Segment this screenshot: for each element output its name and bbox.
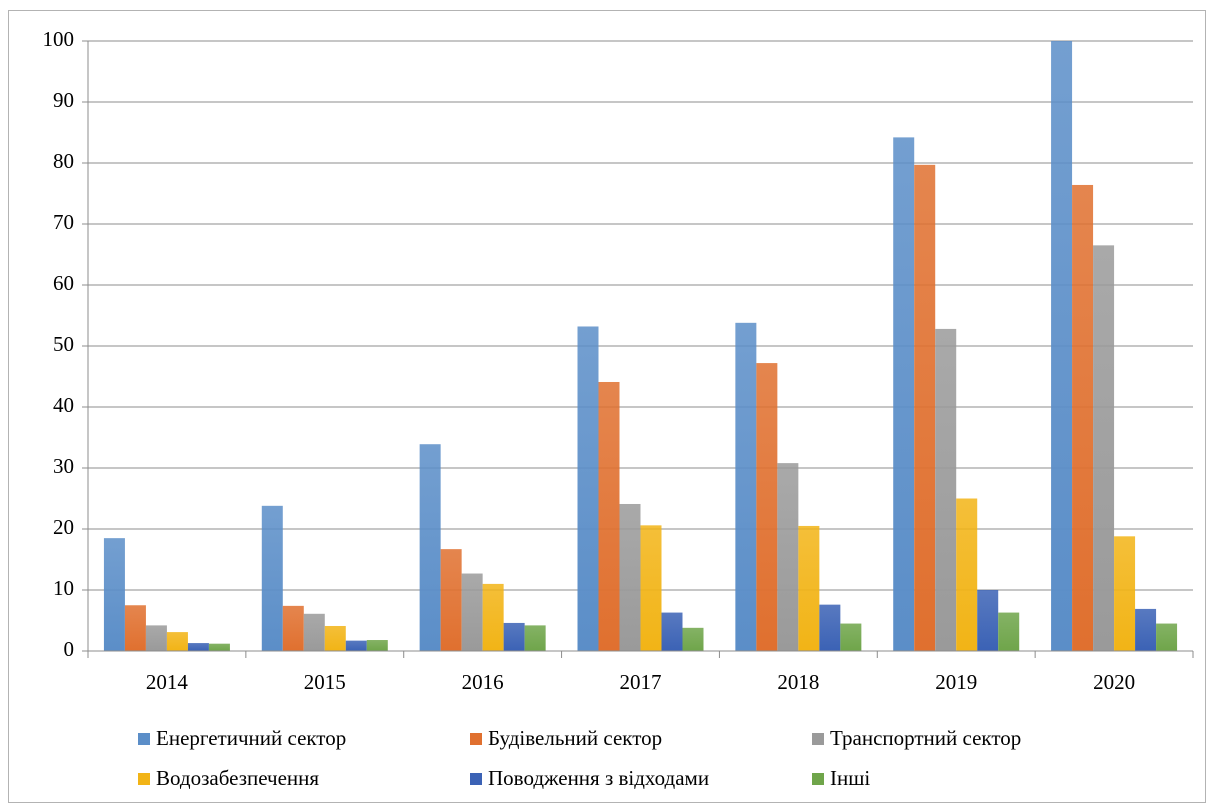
bar-2015-series-5 — [345, 640, 367, 651]
bar-2017-series-3 — [619, 503, 641, 651]
bar-2019-series-2 — [914, 164, 936, 651]
x-tick-label-2017: 2017 — [620, 670, 662, 694]
bar-2017-series-4 — [640, 525, 662, 651]
bar-2019-series-6 — [998, 612, 1020, 651]
bar-2016-series-6 — [524, 625, 546, 651]
y-tick-label-20: 20 — [53, 515, 74, 539]
x-tick-label-2014: 2014 — [146, 670, 189, 694]
bar-2020-series-3 — [1093, 245, 1115, 651]
bar-2014-series-6 — [208, 643, 230, 651]
bar-2015-series-4 — [324, 625, 346, 651]
bar-2018-series-1 — [735, 322, 757, 651]
bar-2019-series-3 — [935, 328, 957, 651]
bar-2018-series-3 — [777, 463, 799, 651]
bar-2018-series-2 — [756, 363, 778, 651]
bar-2014-series-4 — [166, 632, 188, 651]
x-tick-label-2016: 2016 — [462, 670, 504, 694]
legend-swatch-5 — [470, 773, 482, 785]
bar-2019-series-1 — [893, 137, 915, 651]
bar-2020-series-6 — [1156, 623, 1178, 651]
bar-2020-series-1 — [1051, 41, 1073, 651]
bar-2016-series-4 — [482, 583, 504, 651]
legend-label-1: Енергетичний сектор — [156, 726, 346, 750]
legend-label-4: Водозабезпечення — [156, 766, 319, 790]
x-tick-label-2019: 2019 — [935, 670, 977, 694]
bar-2016-series-1 — [419, 444, 441, 651]
y-tick-label-50: 50 — [53, 332, 74, 356]
bar-2014-series-3 — [145, 625, 167, 651]
y-tick-labels: 0 10 20 30 40 50 60 70 80 90 100 — [43, 27, 75, 661]
y-tick-label-70: 70 — [53, 210, 74, 234]
bar-2018-series-5 — [819, 604, 841, 651]
bar-2016-series-5 — [503, 622, 525, 651]
axes — [82, 40, 1194, 658]
y-tick-label-80: 80 — [53, 149, 74, 173]
bar-2014-series-1 — [103, 538, 125, 651]
x-tick-labels: 2014 2015 2016 2017 2018 2019 2020 — [146, 670, 1135, 694]
y-tick-label-10: 10 — [53, 576, 74, 600]
bar-2017-series-1 — [577, 326, 599, 651]
legend-label-5: Поводження з відходами — [488, 766, 709, 790]
bar-2014-series-2 — [124, 605, 146, 651]
bar-2019-series-5 — [977, 590, 999, 651]
legend: Енергетичний сектор Будівельний сектор Тра… — [138, 726, 1021, 790]
bar-2017-series-6 — [682, 627, 704, 651]
bar-2019-series-4 — [956, 498, 978, 651]
bar-2018-series-6 — [840, 623, 862, 651]
bar-2015-series-3 — [303, 613, 325, 651]
x-tick-label-2015: 2015 — [304, 670, 346, 694]
bar-2015-series-1 — [261, 505, 283, 651]
bar-2017-series-5 — [661, 612, 683, 651]
bar-2020-series-5 — [1135, 608, 1157, 651]
y-tick-label-0: 0 — [64, 637, 75, 661]
bar-2015-series-6 — [366, 640, 388, 651]
bar-2016-series-2 — [440, 549, 462, 651]
bars — [103, 41, 1178, 651]
legend-label-2: Будівельний сектор — [488, 726, 662, 750]
legend-swatch-3 — [812, 733, 824, 745]
bar-2017-series-2 — [598, 381, 620, 651]
bar-2015-series-2 — [282, 605, 304, 651]
legend-swatch-2 — [470, 733, 482, 745]
y-tick-label-40: 40 — [53, 393, 74, 417]
legend-swatch-6 — [812, 773, 824, 785]
bar-2020-series-4 — [1114, 536, 1136, 651]
legend-label-6: Інші — [830, 766, 870, 790]
y-tick-label-30: 30 — [53, 454, 74, 478]
legend-swatch-1 — [138, 733, 150, 745]
y-tick-label-60: 60 — [53, 271, 74, 295]
legend-label-3: Транспортний сектор — [830, 726, 1021, 750]
bar-2018-series-4 — [798, 525, 820, 651]
legend-swatch-4 — [138, 773, 150, 785]
bar-2016-series-3 — [461, 573, 483, 651]
bar-2020-series-2 — [1072, 184, 1094, 651]
bar-2014-series-5 — [187, 643, 209, 651]
y-tick-label-100: 100 — [43, 27, 75, 51]
y-tick-label-90: 90 — [53, 88, 74, 112]
x-tick-label-2020: 2020 — [1093, 670, 1135, 694]
x-tick-label-2018: 2018 — [777, 670, 819, 694]
